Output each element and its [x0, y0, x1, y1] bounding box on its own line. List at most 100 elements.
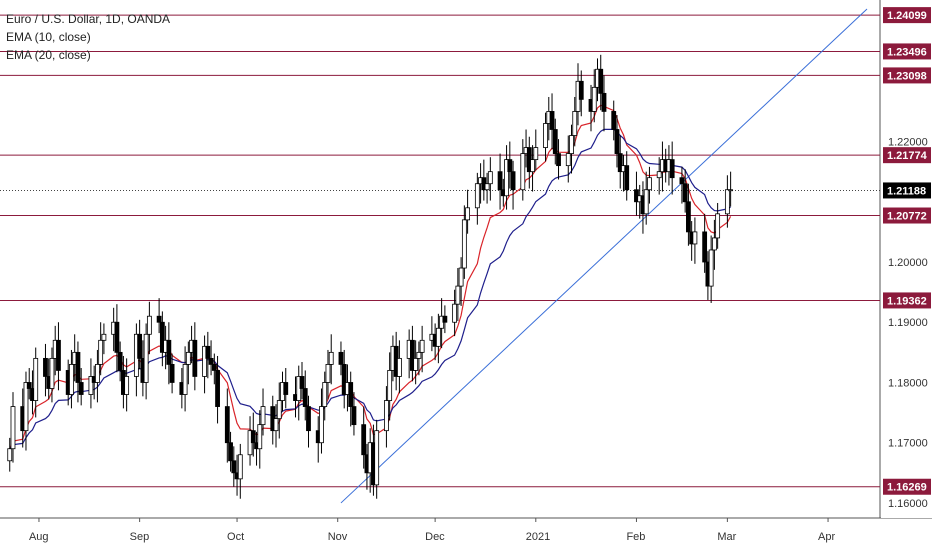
candle-body [10, 406, 16, 450]
candle [510, 160, 516, 210]
candle [520, 139, 526, 201]
candle [156, 298, 162, 334]
candle-body [23, 382, 29, 432]
candle [192, 322, 198, 391]
candle [711, 219, 717, 270]
ema20-line [9, 128, 731, 450]
candle-body [643, 189, 649, 215]
trendline-layer [340, 8, 868, 504]
candle-body [465, 207, 471, 221]
candle [88, 358, 94, 409]
level-tag-bg [883, 67, 931, 84]
candle-body [374, 430, 380, 486]
candle-body [69, 364, 74, 395]
candle-body [185, 351, 191, 365]
candle-body [533, 147, 539, 161]
candle [56, 322, 61, 391]
candle [461, 205, 467, 279]
candle [351, 392, 357, 436]
level-tag-bg [883, 207, 931, 224]
candle [114, 304, 120, 373]
candle-body [416, 351, 422, 359]
candle [260, 388, 266, 436]
candle-body [101, 333, 107, 341]
candle-body [257, 424, 263, 450]
candle-body [452, 303, 458, 323]
candle [416, 341, 422, 376]
candle [530, 145, 535, 192]
candle-body [474, 183, 480, 209]
candle [117, 341, 123, 382]
candle [569, 124, 574, 174]
candle-body [325, 364, 331, 383]
candle [572, 96, 578, 147]
candle [137, 319, 143, 370]
candle [146, 301, 152, 355]
candle [319, 388, 324, 454]
candle [202, 335, 207, 394]
candle-body [617, 153, 623, 173]
current-price-tag-bg [883, 182, 931, 199]
candle-body [556, 153, 561, 167]
candle-body [7, 448, 13, 462]
level-tag-label: 1.23098 [887, 70, 927, 82]
candle [435, 313, 441, 364]
candle-body [237, 454, 243, 480]
level-tag-bg [883, 292, 931, 309]
x-tick-label: Nov [328, 531, 348, 543]
candle [299, 361, 305, 400]
y-tick-label: 1.19000 [888, 317, 928, 329]
candle [348, 371, 354, 427]
candle-body [728, 189, 734, 192]
x-tick-label: Dec [425, 531, 445, 543]
candle [724, 175, 730, 228]
candle-body [611, 111, 617, 130]
candle [387, 352, 393, 421]
candle-body [419, 339, 425, 353]
candle [302, 370, 308, 421]
ema20-label: EMA (20, close) [6, 48, 91, 62]
candle [211, 353, 217, 385]
candle [95, 349, 100, 403]
candle [185, 341, 191, 385]
candle-body [484, 183, 490, 191]
candle [455, 268, 461, 322]
candle-body [124, 376, 130, 395]
candle-body [455, 285, 461, 305]
candle [647, 166, 652, 204]
current-price-tag-label: 1.21188 [887, 185, 926, 197]
candle-body [88, 376, 94, 395]
level-tag-label: 1.21774 [887, 150, 928, 162]
candle [702, 213, 708, 273]
x-tick-label: Sep [130, 531, 150, 543]
candle [361, 406, 367, 469]
level-tag-label: 1.23496 [887, 46, 927, 58]
candle-body [656, 171, 662, 179]
candle [617, 135, 623, 189]
candle-body [572, 111, 578, 136]
candle-body [166, 339, 172, 365]
candle-body [598, 68, 604, 94]
candle [384, 386, 389, 448]
candle [533, 129, 539, 171]
candle [409, 325, 415, 382]
candle-body [647, 177, 652, 191]
candle [728, 171, 734, 207]
candle [692, 217, 698, 264]
ema10-label: EMA (10, close) [6, 30, 91, 44]
candle [452, 289, 458, 337]
candle [374, 419, 380, 499]
candle-body [319, 406, 324, 444]
candle-body [520, 153, 526, 191]
level-tag-bg [883, 147, 931, 164]
candle [656, 157, 662, 195]
candle [397, 340, 402, 394]
y-tick-label: 1.22000 [888, 137, 928, 149]
candle-body [224, 406, 230, 444]
candle-body [397, 357, 402, 377]
candle [26, 368, 32, 400]
candle [474, 172, 480, 225]
level-tag-bg [883, 7, 931, 24]
candle [283, 368, 289, 409]
